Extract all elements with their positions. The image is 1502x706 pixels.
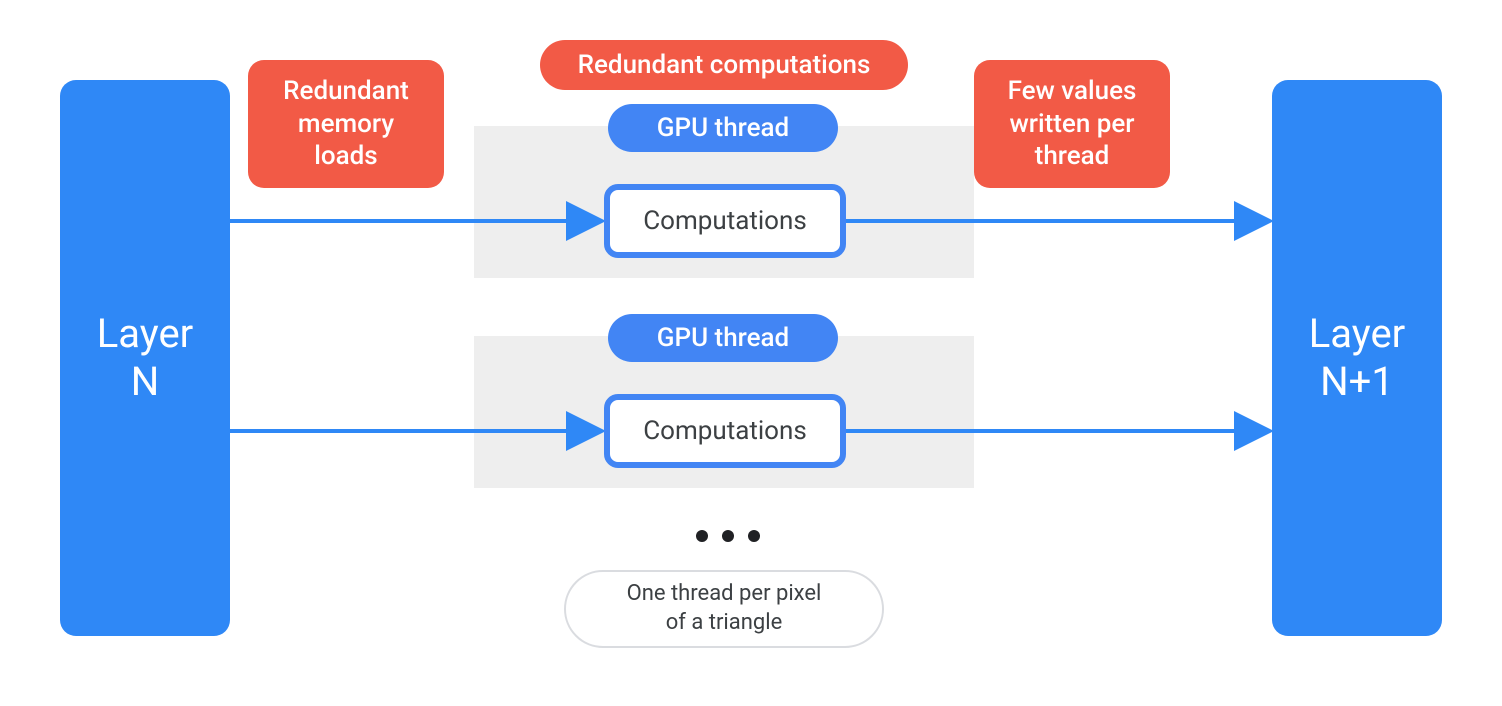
few-values-label: Few values written per thread xyxy=(1008,75,1137,173)
dot-3 xyxy=(748,530,760,542)
layer-n1-box: Layer N+1 xyxy=(1272,80,1442,636)
redundant-memory-loads-label: Redundant memory loads xyxy=(283,75,409,173)
redundant-computations-pill: Redundant computations xyxy=(540,40,908,90)
computations-2-box: Computations xyxy=(604,394,846,468)
layer-n-box: Layer N xyxy=(60,80,230,636)
few-values-box: Few values written per thread xyxy=(974,60,1170,188)
one-thread-per-pixel-label: One thread per pixel of a triangle xyxy=(627,580,822,637)
layer-n1-label: Layer N+1 xyxy=(1309,310,1405,406)
gpu-thread-1-pill: GPU thread xyxy=(608,104,838,152)
dot-1 xyxy=(696,530,708,542)
dot-2 xyxy=(722,530,734,542)
computations-2-label: Computations xyxy=(643,416,807,446)
ellipsis-dots xyxy=(696,530,760,542)
computations-1-box: Computations xyxy=(604,184,846,258)
redundant-memory-loads-box: Redundant memory loads xyxy=(248,60,444,188)
computations-1-label: Computations xyxy=(643,206,807,236)
one-thread-per-pixel-pill: One thread per pixel of a triangle xyxy=(564,570,884,648)
gpu-thread-diagram: Layer N Layer N+1 Redundant computations… xyxy=(0,0,1502,706)
gpu-thread-1-label: GPU thread xyxy=(657,113,789,143)
gpu-thread-2-pill: GPU thread xyxy=(608,314,838,362)
redundant-computations-label: Redundant computations xyxy=(578,50,871,80)
gpu-thread-2-label: GPU thread xyxy=(657,323,789,353)
layer-n-label: Layer N xyxy=(97,310,193,406)
